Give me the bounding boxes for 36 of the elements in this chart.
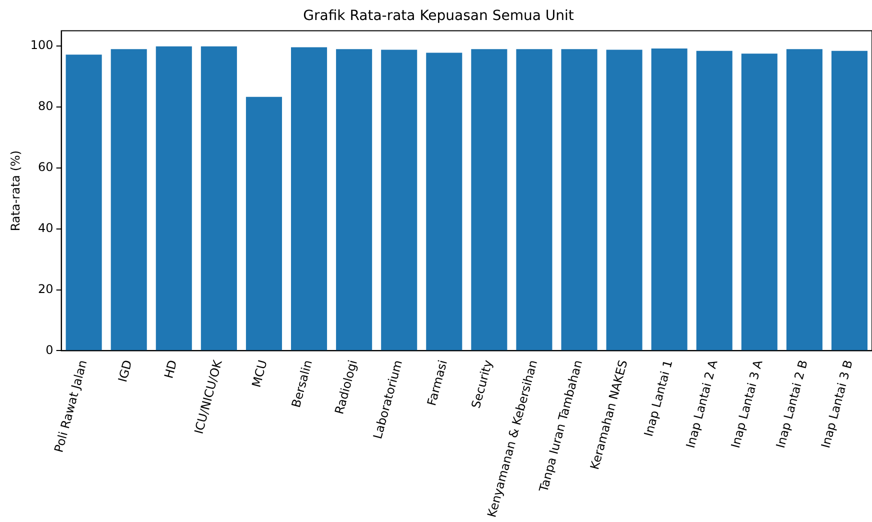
bar: [246, 96, 282, 350]
bar: [696, 50, 732, 350]
bar: [606, 50, 642, 350]
x-tick-label: Farmasi: [424, 358, 450, 408]
bar: [561, 49, 598, 350]
bar: [381, 50, 418, 350]
bar: [741, 54, 778, 350]
x-tick-label: Poli Rawat Jalan: [52, 358, 90, 454]
y-tick-label: 80: [38, 99, 54, 114]
bar: [516, 49, 552, 350]
y-axis-title: Rata-rata (%): [8, 150, 22, 232]
x-tick-label: Inap Lantai 1: [641, 358, 676, 438]
bar: [291, 47, 328, 350]
bar: [200, 46, 237, 350]
y-tick-label: 100: [30, 38, 54, 52]
x-tick-label: Inap Lantai 3 B: [818, 358, 856, 450]
bar: [426, 52, 462, 350]
x-tick-label: Inap Lantai 3 A: [728, 358, 766, 450]
y-tick-label: 0: [46, 342, 54, 357]
bar: [66, 54, 102, 350]
x-tick-label: HD: [162, 358, 180, 380]
bar: [110, 49, 147, 350]
y-tick-label: 40: [38, 220, 54, 235]
x-tick-label: Inap Lantai 2 A: [683, 358, 720, 450]
bar: [831, 50, 868, 350]
x-tick-label: Inap Lantai 2 B: [773, 358, 810, 450]
x-tick-label: IGD: [116, 358, 135, 384]
chart-title: Grafik Rata-rata Kepuasan Semua Unit: [303, 8, 574, 24]
bar: [651, 48, 688, 350]
bar: [156, 46, 192, 350]
x-tick-label: MCU: [249, 358, 270, 389]
bar: [786, 49, 822, 350]
y-tick-label: 60: [38, 160, 54, 174]
y-tick-label: 20: [38, 282, 54, 296]
bar: [336, 49, 372, 350]
bar: [471, 49, 508, 350]
